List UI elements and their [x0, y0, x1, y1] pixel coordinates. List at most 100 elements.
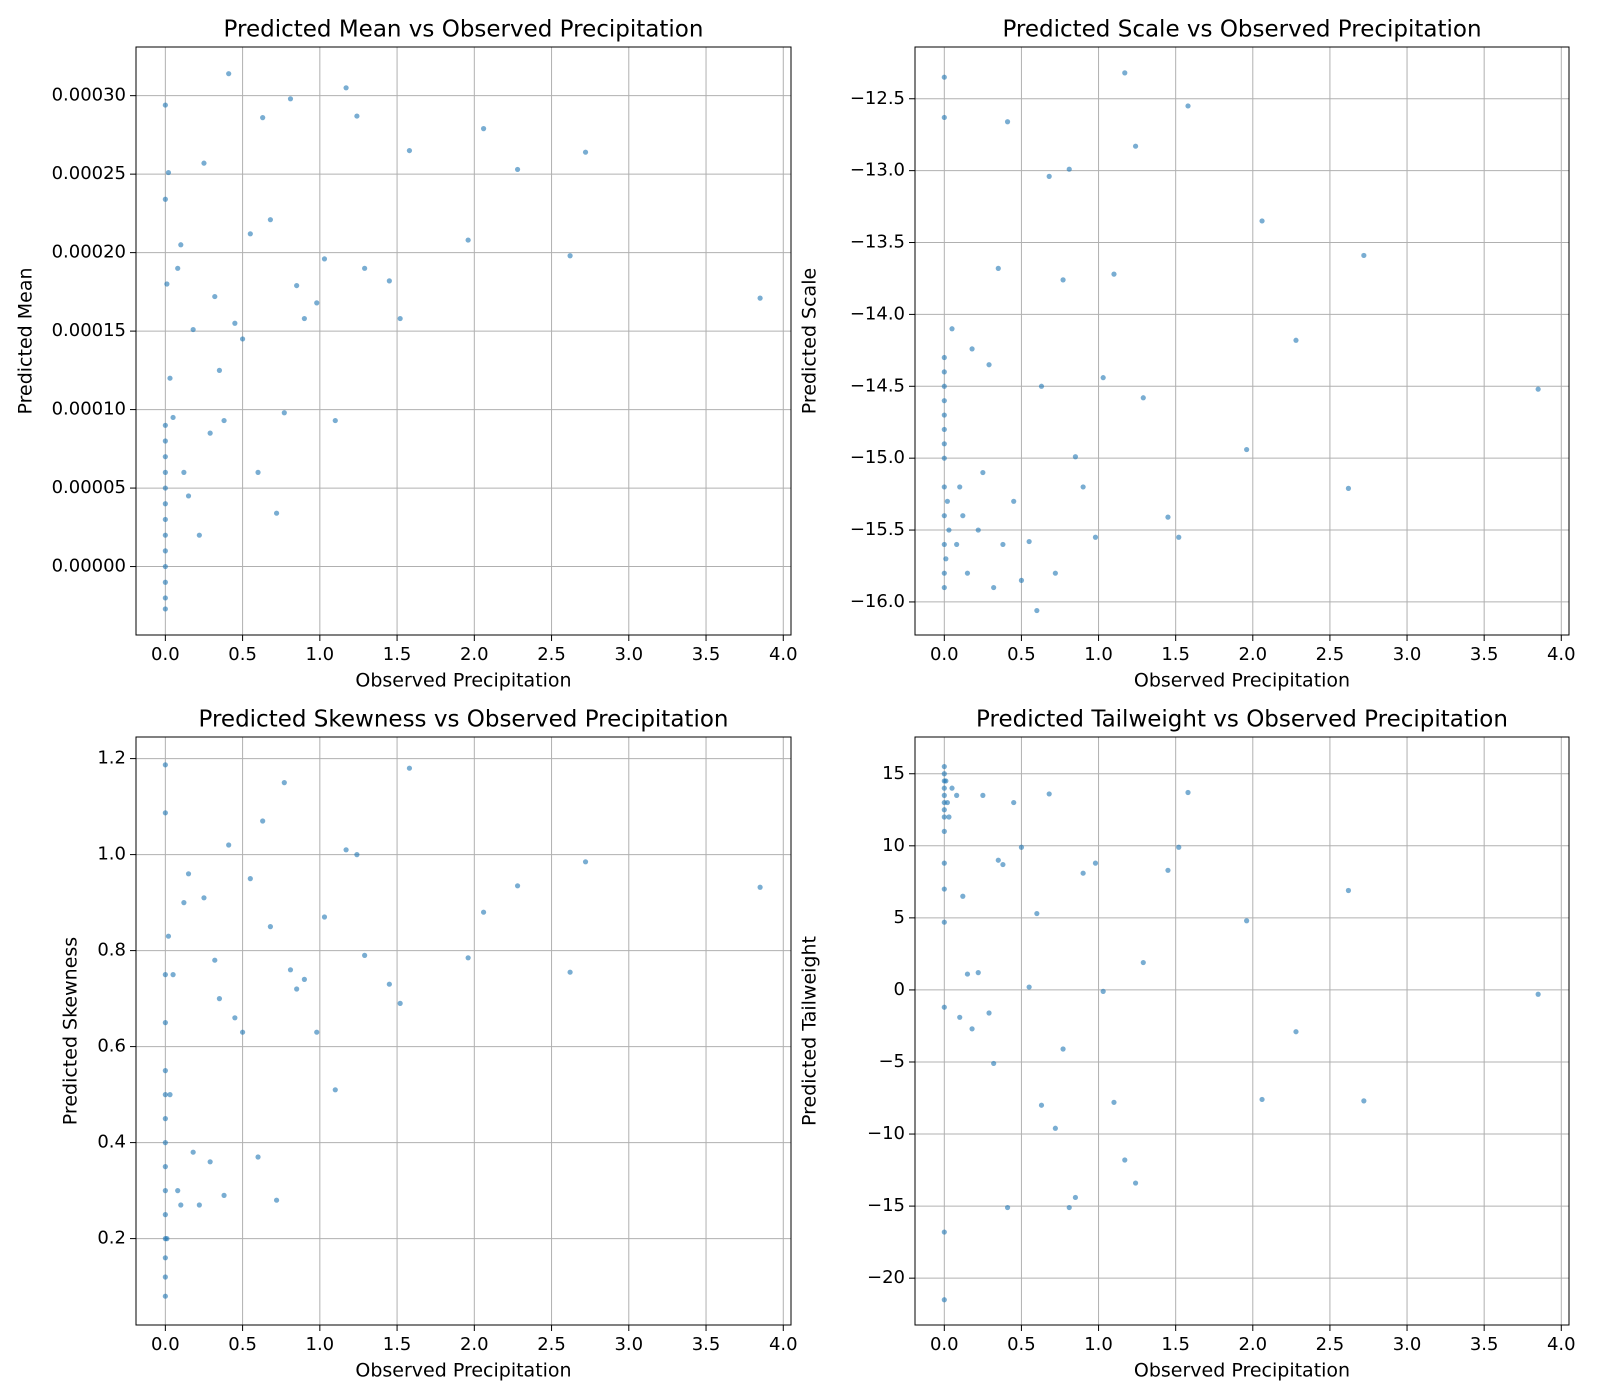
point — [480, 909, 487, 915]
point — [1046, 173, 1052, 179]
point — [343, 847, 349, 853]
point — [582, 149, 589, 155]
subplot-title: Predicted Mean vs Observed Precipitation — [224, 17, 704, 43]
point — [162, 102, 168, 108]
point — [247, 876, 253, 882]
point — [941, 114, 947, 121]
y-tick-label: 0.00030 — [52, 85, 126, 106]
x-tick-label: 3.5 — [692, 1334, 721, 1355]
point — [1038, 1102, 1045, 1108]
point — [941, 484, 947, 490]
x-tick-label: 4.0 — [769, 644, 798, 665]
point — [162, 1068, 168, 1074]
point — [465, 955, 471, 961]
point — [582, 859, 589, 865]
point — [162, 1092, 168, 1098]
point — [1026, 538, 1032, 545]
point — [397, 315, 403, 322]
point — [941, 763, 947, 770]
point — [941, 860, 947, 866]
point — [162, 1188, 168, 1194]
point — [941, 398, 947, 404]
y-tick-label: 0.00005 — [52, 477, 126, 498]
point — [162, 454, 168, 460]
plot-frame — [135, 46, 792, 636]
x-tick-label: 3.5 — [1470, 644, 1499, 665]
point — [247, 231, 253, 237]
x-tick-label: 3.0 — [1393, 1334, 1422, 1355]
point — [1122, 70, 1128, 76]
x-tick-label: 2.0 — [1238, 1334, 1267, 1355]
y-tick-label: −5 — [878, 1051, 905, 1072]
x-tick-label: 2.0 — [1238, 644, 1267, 665]
point — [1080, 870, 1086, 876]
y-tick-label: 1.2 — [97, 748, 126, 769]
point — [954, 792, 960, 798]
point — [1140, 395, 1146, 401]
point — [239, 1029, 246, 1035]
y-axis-label: Predicted Skewness — [60, 937, 82, 1125]
x-tick-label: 1.0 — [1084, 1334, 1113, 1355]
point — [1092, 534, 1099, 540]
x-tick-label: 0.0 — [930, 1334, 959, 1355]
point — [941, 412, 947, 418]
point — [167, 375, 173, 381]
point — [221, 1192, 227, 1198]
point — [167, 1092, 173, 1098]
point — [941, 426, 947, 433]
y-tick-label: −12.5 — [850, 88, 905, 109]
point — [944, 799, 950, 806]
point — [941, 807, 947, 813]
point — [980, 792, 986, 798]
point — [1185, 789, 1191, 796]
x-tick-label: 0.5 — [228, 1334, 257, 1355]
point — [1293, 1029, 1299, 1035]
point — [301, 315, 307, 322]
point — [175, 265, 181, 271]
y-tick-label: 0.4 — [97, 1132, 126, 1153]
x-tick-label: 1.5 — [383, 1334, 412, 1355]
point — [162, 1293, 168, 1299]
point — [960, 893, 966, 899]
point — [757, 884, 763, 890]
point — [1122, 1157, 1128, 1163]
x-tick-label: 1.0 — [306, 644, 335, 665]
point — [1535, 991, 1541, 997]
point — [941, 584, 947, 591]
point — [162, 501, 168, 507]
x-tick-label: 2.0 — [460, 1334, 489, 1355]
x-tick-label: 3.0 — [614, 644, 643, 665]
x-tick-label: 1.5 — [1161, 1334, 1190, 1355]
point — [757, 295, 763, 301]
y-tick-label: 15 — [882, 763, 905, 784]
plot-frame — [914, 736, 1570, 1326]
point — [1066, 166, 1072, 172]
point — [1140, 959, 1146, 966]
point — [162, 595, 168, 601]
point — [941, 792, 947, 798]
point — [287, 96, 294, 102]
point — [964, 971, 971, 977]
point — [941, 828, 947, 834]
point — [1361, 1098, 1367, 1104]
point — [212, 293, 218, 300]
point — [941, 570, 947, 576]
point — [1092, 860, 1099, 866]
point — [386, 981, 392, 987]
point — [255, 469, 261, 475]
y-tick-label: 1.0 — [97, 844, 126, 865]
point — [1259, 218, 1265, 224]
x-axis-label: Observed Precipitation — [1134, 670, 1350, 692]
point — [1034, 910, 1040, 917]
y-tick-label: −10 — [867, 1123, 905, 1144]
point — [941, 785, 947, 791]
point — [941, 886, 947, 892]
point — [991, 1060, 997, 1067]
point — [406, 765, 413, 771]
point — [964, 570, 971, 576]
point — [273, 510, 280, 516]
x-tick-label: 0.0 — [930, 644, 959, 665]
point — [216, 367, 223, 373]
point — [1072, 1194, 1079, 1201]
point — [201, 160, 207, 166]
